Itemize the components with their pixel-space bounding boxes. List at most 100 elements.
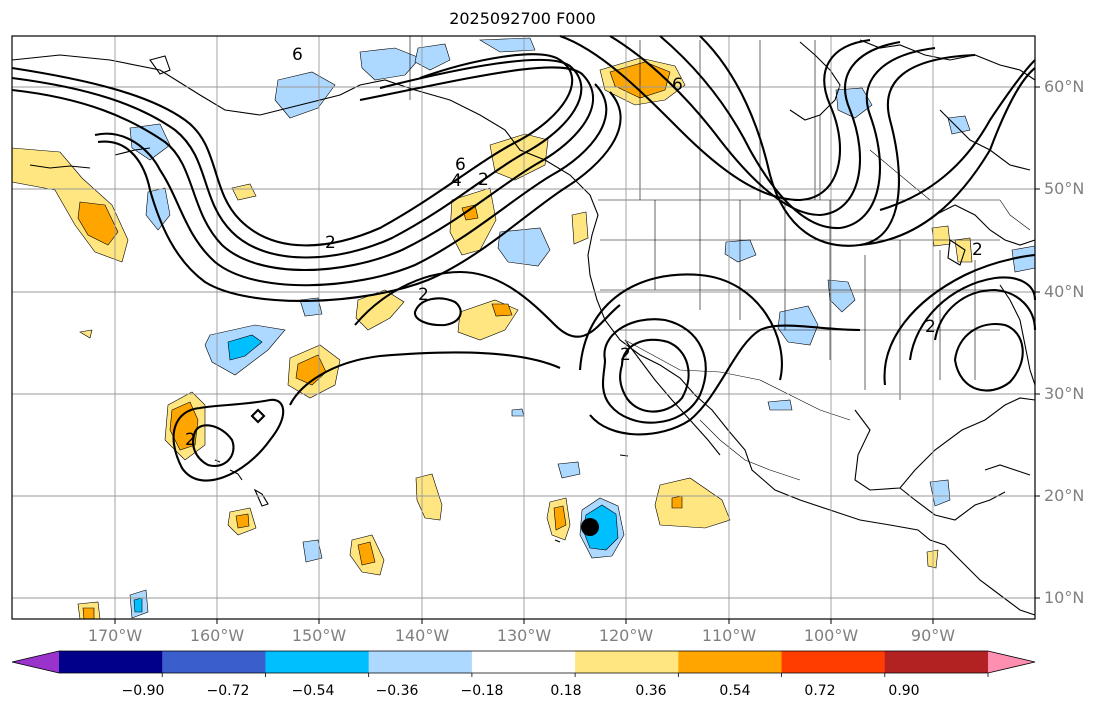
- contour-line: [413, 297, 462, 327]
- colorbar: [11, 650, 1036, 677]
- contour-line: [172, 398, 285, 482]
- pos-anomaly-core: [553, 505, 567, 531]
- pos-anomaly-patch: [926, 549, 939, 569]
- lon-label-120w: 120°W: [598, 626, 654, 645]
- neg-anomaly-patch: [724, 239, 757, 263]
- contour-line: [11, 66, 595, 271]
- pos-anomaly-core: [491, 303, 513, 317]
- storm-center-marker: [580, 518, 599, 537]
- contour-line: [619, 338, 690, 413]
- neg-anomaly-patch: [767, 399, 793, 411]
- contour-line: [11, 58, 583, 259]
- colorbar-tick-label: −0.36: [375, 683, 419, 699]
- neg-anomaly-patch: [129, 123, 171, 161]
- colorbar-tick-label: −0.90: [121, 683, 165, 699]
- contour-line: [883, 253, 1036, 386]
- colorbar-tick-label: 0.54: [719, 683, 751, 699]
- lat-label-20n: 20°N: [1044, 486, 1085, 505]
- great-lakes-shore: [934, 204, 1036, 246]
- contour-line: [859, 67, 1036, 247]
- pos-anomaly-core: [82, 607, 95, 620]
- contour-line: [192, 424, 235, 468]
- contour-line: [250, 408, 266, 424]
- lat-ticks: [1035, 86, 1040, 599]
- contour-line: [953, 323, 1024, 392]
- contour-label: 2: [620, 345, 631, 365]
- pos-anomaly-core: [77, 201, 119, 246]
- colorbar-segment: [471, 651, 576, 673]
- lat-label-10n: 10°N: [1044, 588, 1085, 607]
- neg-anomaly-patch: [274, 71, 336, 119]
- colorbar-segment: [678, 651, 783, 673]
- lon-label-110w: 110°W: [701, 626, 757, 645]
- pos-anomaly-core: [671, 495, 683, 509]
- pos-anomaly-core: [169, 401, 199, 451]
- neg-anomaly-core: [133, 597, 143, 613]
- anomaly-fills: [11, 37, 1036, 620]
- contour-lines: [11, 35, 1037, 482]
- contour-line: [659, 35, 936, 230]
- colorbar-tick-label: 0.18: [550, 683, 582, 699]
- province-lines: [639, 40, 816, 200]
- island: [554, 539, 561, 543]
- lon-label-130w: 130°W: [496, 626, 552, 645]
- atlantic-coast: [999, 284, 1036, 386]
- contour-label-group: 6 6 6 4 2 2 2 2 2 2 2: [185, 45, 983, 450]
- lat-label-50n: 50°N: [1044, 179, 1085, 198]
- contour-label: 2: [185, 430, 196, 450]
- colorbar-tick-label: −0.72: [206, 683, 250, 699]
- contour-label: 2: [325, 233, 336, 253]
- arctic-coast: [859, 39, 1036, 81]
- colorbar-extend-low: [12, 651, 59, 673]
- contour-line: [933, 288, 1037, 341]
- contour-label: 2: [925, 317, 936, 337]
- colorbar-segment: [162, 651, 266, 673]
- neg-anomaly-patch: [557, 461, 581, 479]
- labrador-coast: [939, 109, 1031, 171]
- contour-label: 6: [455, 155, 466, 175]
- pos-anomaly-patch: [931, 225, 951, 247]
- gulf-coast: [854, 397, 1036, 491]
- contour-line: [601, 318, 707, 424]
- pos-anomaly-core: [357, 541, 376, 566]
- baja-california: [624, 339, 721, 456]
- pos-anomaly-patch: [571, 211, 589, 245]
- colorbar-outline: [11, 650, 1036, 674]
- lon-label-140w: 140°W: [394, 626, 450, 645]
- colorbar-segment: [59, 651, 163, 673]
- colorbar-tick-label: 0.90: [888, 683, 920, 699]
- neg-anomaly-patch: [827, 279, 856, 313]
- contour-label: 2: [972, 240, 983, 260]
- neg-anomaly-patch: [414, 43, 451, 71]
- neg-anomaly-patch: [302, 539, 323, 563]
- lat-label-30n: 30°N: [1044, 384, 1085, 403]
- hawaii-island: [229, 469, 243, 481]
- contour-label: 2: [418, 285, 429, 305]
- pos-anomaly-core: [235, 513, 250, 529]
- island: [619, 454, 629, 457]
- contour-line: [879, 59, 1036, 212]
- mexico-state-lines: [699, 419, 801, 481]
- colorbar-segment: [265, 651, 370, 673]
- us-mexico-border: [624, 339, 851, 421]
- pos-anomaly-patch: [954, 237, 973, 263]
- contour-line: [289, 351, 561, 406]
- west-coast: [11, 54, 1036, 616]
- map-title: 2025092700 F000: [449, 9, 596, 28]
- colorbar-tick-label: 0.72: [804, 683, 836, 699]
- lon-label-100w: 100°W: [803, 626, 859, 645]
- contour-line: [354, 270, 621, 338]
- lat-label-40n: 40°N: [1044, 282, 1085, 301]
- contour-label: 4: [451, 171, 462, 191]
- hawaii-island: [214, 459, 221, 463]
- pos-anomaly-core: [461, 204, 479, 221]
- lake-michigan: [947, 239, 966, 266]
- contour-line: [94, 83, 608, 287]
- pos-anomaly-patch: [231, 183, 257, 201]
- plot-area: [12, 36, 1035, 619]
- colorbar-segment: [781, 651, 886, 673]
- pos-anomaly-patch: [355, 289, 405, 331]
- lat-label-60n: 60°N: [1044, 77, 1085, 96]
- neg-anomaly-patch: [511, 408, 525, 417]
